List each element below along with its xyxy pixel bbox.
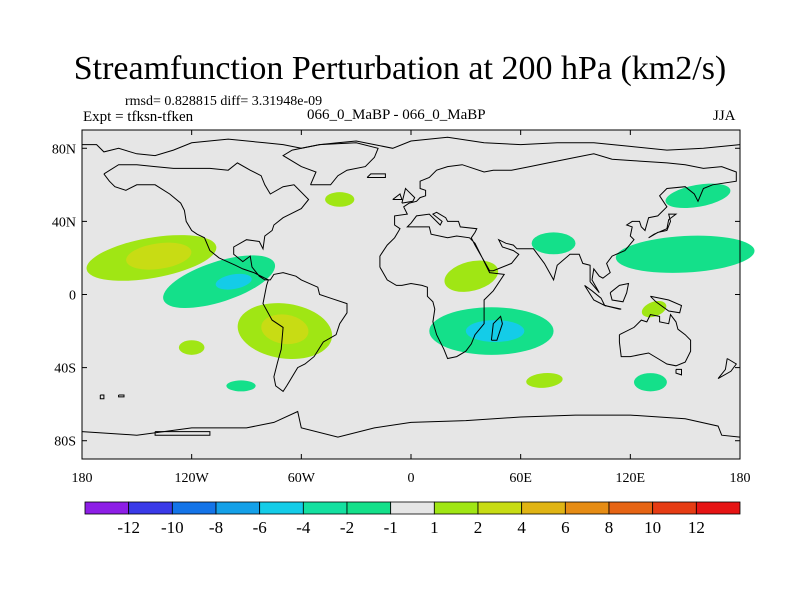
colorbar-label: -8 — [209, 518, 223, 537]
x-tick-label: 120E — [616, 471, 646, 486]
colorbar-label: -2 — [340, 518, 354, 537]
coastline — [118, 394, 125, 398]
colorbar-label: 1 — [430, 518, 439, 537]
case-label: 066_0_MaBP - 066_0_MaBP — [307, 107, 486, 123]
x-tick-label: 60W — [288, 471, 316, 486]
colorbar-swatch — [390, 501, 435, 515]
coastline — [609, 282, 630, 303]
coastline — [99, 394, 105, 400]
colorbar-label: 12 — [688, 518, 705, 537]
stats-label: rmsd= 0.828815 diff= 3.31948e-09 — [125, 94, 323, 109]
y-tick-label: 0 — [69, 289, 76, 304]
colorbar-swatch — [652, 501, 697, 515]
colorbar-swatch — [477, 501, 523, 515]
contour-region — [215, 273, 252, 290]
colorbar-swatch — [346, 501, 392, 515]
coastline — [282, 142, 379, 186]
colorbar-swatch — [215, 501, 261, 515]
coastline — [604, 305, 622, 310]
coastline — [366, 173, 386, 178]
coastline — [82, 136, 741, 157]
axis-ticks: 180 120W 60W 0 60E 120E 180 80N 40N 0 40S 80S — [52, 130, 751, 486]
contour-region — [633, 373, 667, 392]
colorbar-swatch — [433, 501, 479, 515]
coastline-layer — [81, 136, 741, 438]
colorbar-swatch — [259, 501, 304, 515]
x-tick-label: 180 — [72, 471, 93, 486]
contour-region — [126, 242, 192, 270]
colorbar-label: 2 — [474, 518, 483, 537]
x-tick-label: 0 — [408, 471, 415, 486]
x-tick-label: 120W — [175, 471, 210, 486]
y-tick-label: 80N — [52, 142, 76, 157]
colorbar-label: -6 — [253, 518, 267, 537]
coastline — [392, 193, 403, 200]
colorbar-label: -1 — [384, 518, 398, 537]
coastline — [490, 315, 503, 341]
coastline — [675, 368, 682, 376]
colorbar-swatch — [521, 501, 566, 515]
experiment-label: Expt = tfksn-tfken — [83, 109, 194, 125]
colorbar-swatch — [84, 501, 130, 515]
coastline — [103, 162, 348, 393]
contour-region — [178, 340, 205, 355]
contour-region — [615, 235, 755, 273]
contour-region — [325, 192, 355, 207]
colorbar-swatch — [302, 501, 348, 515]
colorbar-label: 10 — [644, 518, 661, 537]
x-tick-label: 180 — [730, 471, 751, 486]
colorbar-label: -10 — [161, 518, 184, 537]
coastline — [584, 284, 606, 307]
colorbar-swatch — [171, 501, 217, 515]
x-tick-label: 60E — [509, 471, 532, 486]
coastline — [618, 313, 692, 367]
contour-layer — [86, 183, 755, 392]
colorbar-label: 8 — [605, 518, 614, 537]
y-tick-label: 80S — [54, 435, 76, 450]
colorbar-swatch — [695, 501, 741, 515]
contour-region — [444, 260, 499, 292]
coastline — [81, 410, 741, 438]
contour-region — [465, 320, 525, 343]
colorbar-label: -12 — [117, 518, 140, 537]
coastline — [154, 431, 211, 436]
y-tick-label: 40N — [52, 215, 76, 230]
colorbar-swatch — [608, 501, 654, 515]
contour-region — [665, 183, 731, 209]
coastline — [401, 187, 416, 204]
contour-region — [531, 232, 576, 255]
colorbar-label: 4 — [517, 518, 526, 537]
colorbar-label: 6 — [561, 518, 570, 537]
colorbar-swatch — [564, 501, 610, 515]
colorbar-swatch — [128, 501, 173, 515]
coastline — [650, 295, 683, 314]
coastline — [717, 358, 738, 380]
contour-region — [261, 314, 309, 345]
coastline — [379, 153, 737, 360]
contour-region — [526, 372, 563, 388]
coastline — [648, 213, 678, 239]
chart-title: Streamfunction Perturbation at 200 hPa (… — [73, 50, 727, 87]
season-label: JJA — [713, 108, 736, 124]
contour-region — [226, 380, 256, 392]
colorbar: -12 -10 -8 -6 -4 -2 -1 1 2 4 6 8 10 12 — [84, 501, 741, 537]
colorbar-label: -4 — [296, 518, 311, 537]
y-tick-label: 40S — [54, 362, 76, 377]
